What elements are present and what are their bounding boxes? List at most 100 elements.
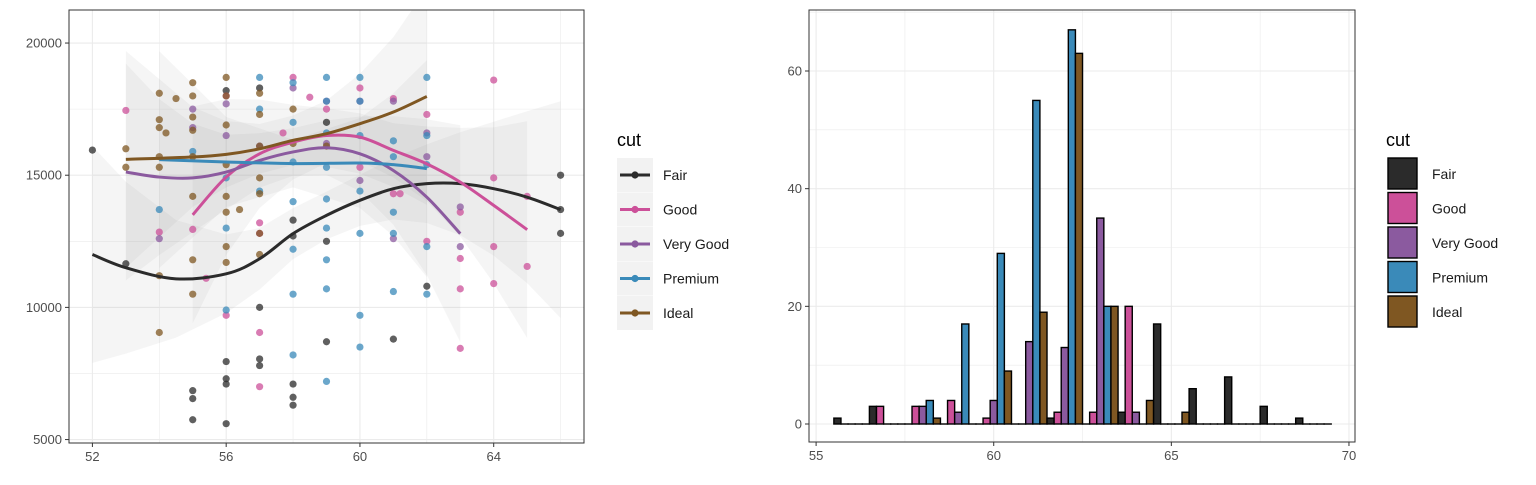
histogram-bar [1154, 324, 1161, 424]
data-point [356, 74, 363, 81]
data-point [423, 111, 430, 118]
y-tick-label: 40 [788, 181, 802, 196]
histogram-bar [1225, 377, 1232, 424]
histogram-bar [933, 418, 940, 424]
data-point [423, 132, 430, 139]
data-point [457, 285, 464, 292]
data-point [423, 153, 430, 160]
data-point [457, 345, 464, 352]
histogram-bar [1090, 412, 1097, 424]
legend-label: Fair [1432, 166, 1456, 182]
histogram-bar [926, 400, 933, 424]
data-point [423, 291, 430, 298]
histogram-bar [869, 406, 876, 424]
data-point [306, 94, 313, 101]
data-point [223, 420, 230, 427]
data-point [289, 291, 296, 298]
y-tick-label: 60 [788, 64, 802, 79]
data-point [289, 380, 296, 387]
legend-title: cut [617, 130, 641, 150]
data-point [122, 107, 129, 114]
data-point [189, 226, 196, 233]
data-point [122, 164, 129, 171]
data-point [223, 92, 230, 99]
data-point [256, 383, 263, 390]
data-point [524, 263, 531, 270]
data-point [323, 238, 330, 245]
data-point [390, 137, 397, 144]
histogram-bar [1104, 306, 1111, 424]
histogram-bar [834, 418, 841, 424]
x-tick-label: 64 [486, 449, 500, 464]
x-tick-label: 70 [1342, 448, 1356, 463]
data-point [256, 219, 263, 226]
histogram-bar [1182, 412, 1189, 424]
data-point [189, 416, 196, 423]
data-point [223, 100, 230, 107]
histogram-bar [1260, 406, 1267, 424]
data-point [356, 312, 363, 319]
data-point [189, 193, 196, 200]
y-tick-label: 5000 [33, 432, 62, 447]
data-point [156, 164, 163, 171]
data-point [189, 79, 196, 86]
data-point [390, 288, 397, 295]
legend-swatch [1388, 227, 1417, 258]
data-point [289, 394, 296, 401]
data-point [223, 306, 230, 313]
data-point [223, 121, 230, 128]
x-tick-label: 60 [986, 448, 1000, 463]
legend-label: Fair [663, 167, 687, 183]
data-point [156, 90, 163, 97]
data-point [189, 395, 196, 402]
histogram-bar [1040, 312, 1047, 424]
legend-point [631, 240, 638, 247]
data-point [323, 338, 330, 345]
data-point [156, 329, 163, 336]
data-point [490, 243, 497, 250]
legend-label: Ideal [1432, 304, 1462, 320]
data-point [289, 198, 296, 205]
data-point [490, 280, 497, 287]
legend-point [631, 206, 638, 213]
data-point [356, 343, 363, 350]
histogram-bar [1097, 218, 1104, 424]
data-point [323, 106, 330, 113]
legend-swatch [1388, 193, 1417, 224]
data-point [323, 195, 330, 202]
histogram-bar [962, 324, 969, 424]
data-point [223, 243, 230, 250]
histogram-bar [997, 253, 1004, 424]
legend-label: Ideal [663, 305, 693, 321]
histogram-bar [912, 406, 919, 424]
histogram-bar [1068, 30, 1075, 424]
data-point [256, 190, 263, 197]
data-point [356, 84, 363, 91]
data-point [189, 387, 196, 394]
legend-point [631, 171, 638, 178]
histogram-bar [876, 406, 883, 424]
data-point [557, 172, 564, 179]
data-point [423, 243, 430, 250]
data-point [189, 127, 196, 134]
histogram-bar [1004, 371, 1011, 424]
histogram-bar [990, 400, 997, 424]
data-point [223, 209, 230, 216]
data-point [223, 132, 230, 139]
data-point [457, 203, 464, 210]
data-point [189, 92, 196, 99]
data-point [423, 74, 430, 81]
legend-label: Premium [1432, 270, 1488, 286]
data-point [323, 285, 330, 292]
data-point [490, 174, 497, 181]
histogram-bar [1118, 412, 1125, 424]
data-point [256, 174, 263, 181]
data-point [156, 206, 163, 213]
data-point [223, 193, 230, 200]
x-tick-label: 55 [809, 448, 823, 463]
data-point [323, 98, 330, 105]
histogram-bar [1026, 342, 1033, 424]
data-point [390, 153, 397, 160]
